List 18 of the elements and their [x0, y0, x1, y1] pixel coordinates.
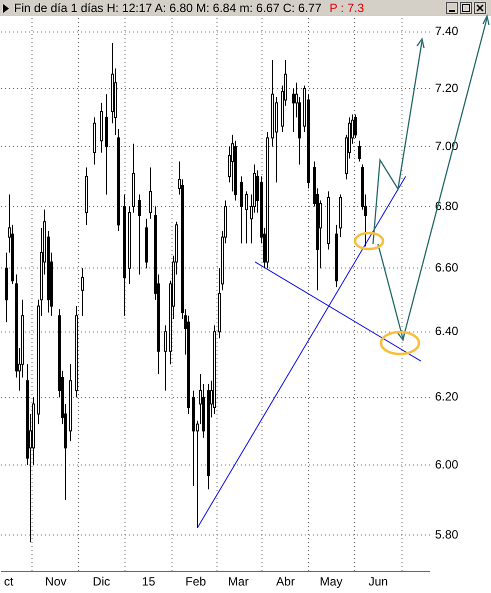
y-tick-label: 6.00 — [435, 457, 459, 472]
x-tick-label: May — [320, 574, 342, 589]
x-tick-label: Mar — [228, 574, 249, 589]
x-tick-label: 15 — [142, 574, 156, 589]
x-tick-label: Jun — [368, 574, 388, 589]
text: P : 7.3 — [330, 1, 364, 15]
x-tick-label: Feb — [185, 574, 206, 589]
x-tick-label: Abr — [276, 574, 295, 589]
y-tick-label: 5.80 — [435, 527, 459, 542]
y-tick-label: 6.40 — [435, 324, 459, 338]
x-tick-label: Nov — [45, 574, 66, 589]
y-tick-label: 7.20 — [435, 80, 459, 95]
y-tick-label: 6.60 — [435, 260, 459, 275]
x-tick-label: ct — [4, 574, 14, 589]
y-tick-label: 6.20 — [435, 390, 459, 404]
y-tick-label: 7.40 — [435, 24, 459, 38]
chart-title: Fin de día 1 días H: 12:17 A: 6.80 M: 6.84 m: 6.67 C: 6.77 — [14, 1, 322, 15]
x-tick-label: Dic — [92, 574, 110, 589]
